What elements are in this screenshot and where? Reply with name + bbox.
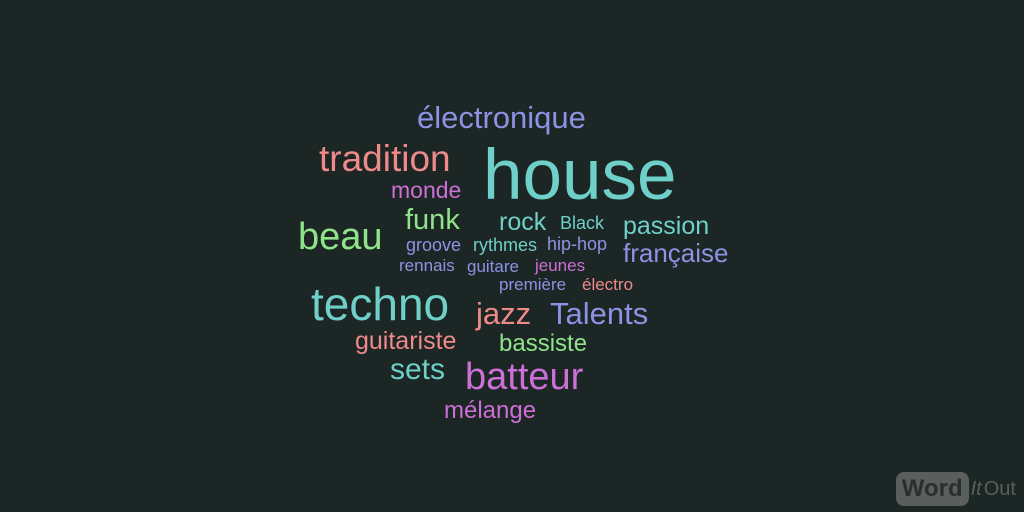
word-francaise: française <box>623 238 729 268</box>
word-rythmes: rythmes <box>473 235 538 255</box>
word-jazz: jazz <box>476 296 532 331</box>
word-talents: Talents <box>550 296 649 331</box>
word-monde: monde <box>391 177 462 203</box>
word-batteur: batteur <box>465 356 584 398</box>
word-rennais: rennais <box>399 256 455 275</box>
word-funk: funk <box>405 204 460 236</box>
word-guitariste: guitariste <box>355 327 457 355</box>
logo-word: Word <box>895 472 969 506</box>
word-house: house <box>483 136 677 215</box>
word-jeunes: jeunes <box>535 256 586 275</box>
word-premiere: première <box>499 275 567 294</box>
wordltout-logo: Word It Out <box>895 472 1016 506</box>
word-tradition: tradition <box>319 138 451 179</box>
word-electro: électro <box>582 275 634 294</box>
word-black: Black <box>560 213 605 233</box>
logo-out: Out <box>983 477 1016 500</box>
word-passion: passion <box>623 212 710 240</box>
word-melange: mélange <box>444 397 537 424</box>
word-guitare: guitare <box>467 257 519 276</box>
word-beau: beau <box>298 216 383 258</box>
word-bassiste: bassiste <box>499 330 588 357</box>
logo-it: It <box>970 477 982 500</box>
word-groove: groove <box>406 235 462 255</box>
word-rock: rock <box>499 208 547 236</box>
word-hip-hop: hip-hop <box>547 234 608 254</box>
word-electronique: électronique <box>417 100 586 135</box>
word-techno: techno <box>311 278 450 330</box>
word-sets: sets <box>390 353 446 386</box>
